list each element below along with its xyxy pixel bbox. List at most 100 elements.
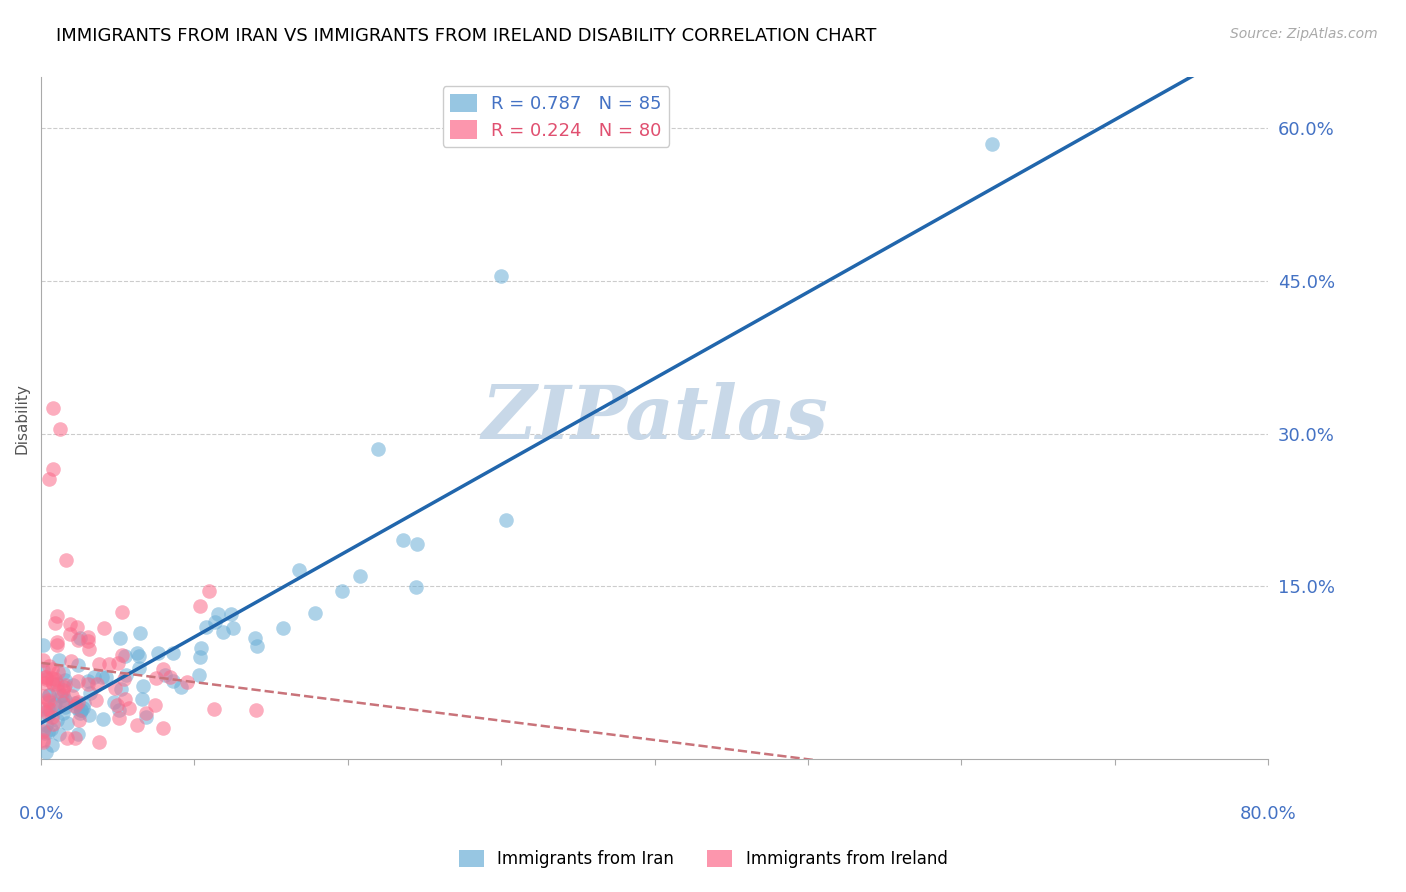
Point: [67, 727, 90, 741]
Point: [162, 646, 184, 660]
Point: [84, 693, 107, 707]
Point: [76, 633, 98, 648]
Point: [52, 706, 75, 720]
Point: [38, 695, 60, 709]
Point: [38, 688, 60, 702]
Point: [67, 658, 90, 673]
Point: [56, 731, 79, 745]
Point: [39, 722, 62, 736]
Point: [59, 654, 82, 668]
Point: [46, 677, 69, 691]
Point: [152, 662, 174, 676]
Point: [52, 683, 75, 698]
Point: [128, 661, 150, 675]
Point: [204, 615, 226, 630]
Y-axis label: Disability: Disability: [15, 383, 30, 454]
Point: [83, 669, 105, 683]
Point: [118, 700, 141, 714]
Point: [41, 709, 63, 723]
Point: [44, 697, 66, 711]
Point: [66, 632, 89, 647]
Point: [62, 678, 84, 692]
Point: [108, 711, 131, 725]
Point: [87, 735, 110, 749]
Point: [69, 631, 91, 645]
Point: [125, 717, 148, 731]
Point: [69, 706, 91, 720]
Point: [131, 692, 153, 706]
Point: [37, 702, 59, 716]
Point: [243, 632, 266, 646]
Point: [48, 653, 70, 667]
Point: [145, 671, 167, 685]
Point: [114, 692, 136, 706]
Point: [190, 640, 212, 655]
Point: [188, 668, 211, 682]
Point: [146, 646, 169, 660]
Point: [35, 718, 58, 732]
Point: [53, 693, 76, 707]
Point: [77, 642, 100, 657]
Point: [46, 634, 69, 648]
Point: [53, 681, 76, 695]
Point: [202, 702, 225, 716]
Point: [159, 670, 181, 684]
Point: [31, 734, 53, 748]
Point: [32, 639, 55, 653]
Point: [110, 681, 132, 696]
Point: [271, 621, 294, 635]
Point: [38, 688, 60, 702]
Point: [207, 607, 229, 621]
Point: [245, 703, 267, 717]
Legend: Immigrants from Iran, Immigrants from Ireland: Immigrants from Iran, Immigrants from Ir…: [451, 843, 955, 875]
Point: [41, 662, 63, 676]
Point: [77, 674, 100, 689]
Point: [127, 647, 149, 661]
Point: [34, 725, 56, 739]
Point: [112, 672, 135, 686]
Point: [41, 716, 63, 731]
Point: [73, 696, 96, 710]
Point: [32, 689, 55, 703]
Point: [48, 421, 70, 435]
Point: [86, 677, 108, 691]
Point: [349, 568, 371, 582]
Point: [66, 620, 89, 634]
Point: [111, 648, 134, 663]
Point: [489, 268, 512, 283]
Point: [35, 706, 58, 720]
Text: 0.0%: 0.0%: [18, 805, 63, 823]
Point: [31, 663, 53, 677]
Point: [51, 689, 73, 703]
Point: [77, 708, 100, 723]
Point: [42, 401, 65, 416]
Point: [55, 715, 77, 730]
Point: [170, 680, 193, 694]
Point: [153, 668, 176, 682]
Point: [77, 677, 100, 691]
Point: [288, 563, 311, 577]
Point: [304, 606, 326, 620]
Point: [38, 702, 60, 716]
Point: [105, 698, 128, 712]
Point: [93, 621, 115, 635]
Point: [67, 695, 90, 709]
Text: 80.0%: 80.0%: [1240, 805, 1296, 823]
Point: [44, 616, 66, 631]
Point: [90, 670, 112, 684]
Point: [135, 710, 157, 724]
Point: [32, 733, 55, 747]
Point: [195, 620, 218, 634]
Point: [103, 696, 125, 710]
Point: [34, 670, 56, 684]
Point: [211, 625, 233, 640]
Point: [62, 689, 84, 703]
Point: [198, 584, 221, 599]
Point: [107, 657, 129, 671]
Point: [128, 625, 150, 640]
Point: [37, 707, 59, 722]
Point: [69, 713, 91, 727]
Point: [38, 473, 60, 487]
Point: [59, 616, 82, 631]
Text: Source: ZipAtlas.com: Source: ZipAtlas.com: [1230, 27, 1378, 41]
